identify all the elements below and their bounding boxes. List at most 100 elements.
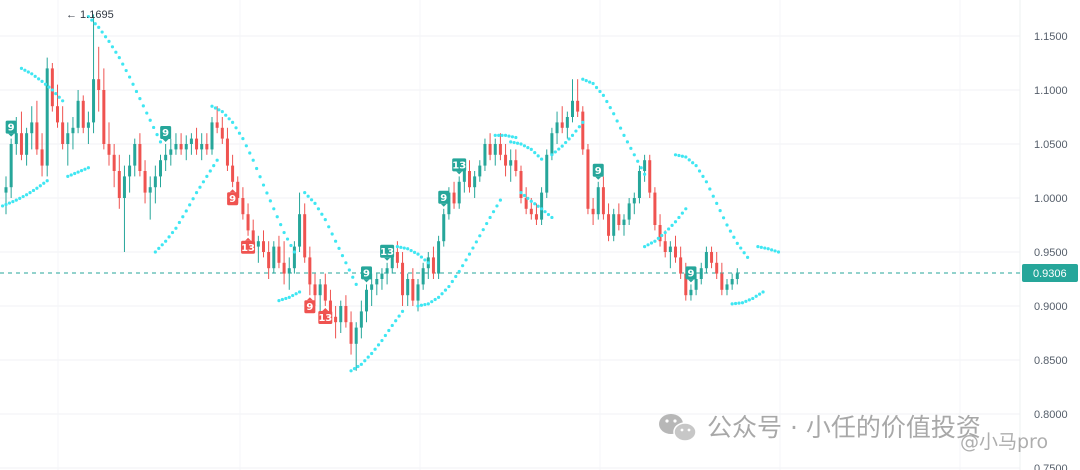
psar-dot (268, 199, 272, 203)
candle (632, 192, 636, 215)
candle-body (483, 144, 487, 166)
psar-dot (363, 359, 367, 363)
psar-dot (234, 126, 238, 130)
psar-dot (739, 246, 743, 250)
candle (596, 181, 600, 220)
candle-body (19, 133, 23, 155)
candle (668, 241, 672, 269)
candle-body (591, 208, 595, 215)
current-price-tag[interactable]: 0.9306 (1022, 263, 1078, 282)
candle (524, 187, 528, 215)
candle (164, 144, 168, 171)
psar-dot (776, 250, 781, 254)
psar-dot (383, 333, 387, 338)
candle (184, 135, 188, 161)
psar-dot (215, 158, 219, 162)
candle (138, 133, 142, 177)
psar-dot (86, 14, 90, 19)
candle (406, 273, 410, 306)
psar-dot (61, 99, 65, 103)
candle (679, 246, 683, 279)
candle-body (498, 144, 502, 155)
candle (720, 262, 724, 296)
watermark: 公众号 · 小任的价值投资 @小马pro (659, 413, 1048, 453)
candle (411, 268, 415, 306)
psar-dot (643, 172, 647, 176)
candle (571, 79, 574, 123)
candle-body (581, 111, 585, 150)
psar-dot (581, 77, 585, 81)
psar-dot (134, 89, 139, 94)
psar-dot (461, 264, 465, 268)
marker-pointer (306, 297, 313, 301)
psar-dot (498, 198, 502, 202)
candle (308, 246, 312, 296)
candle (153, 165, 157, 204)
candle-body (287, 268, 291, 274)
candle (174, 133, 178, 155)
psar-dot (289, 243, 293, 248)
psar-dot (83, 167, 87, 171)
marker-label: 9 (595, 166, 602, 177)
sequential-marker: 9 (5, 120, 17, 137)
candle-body (720, 273, 724, 290)
candle-body (648, 160, 652, 193)
psar-dot (437, 295, 441, 299)
y-tick-label: 0.7500 (1034, 463, 1068, 470)
psar-dot (373, 347, 377, 351)
price-axis[interactable]: 1.1500 1.1000 1.0500 1.0000 0.9500 0.9000 0.85… (1034, 31, 1068, 470)
psar-dot (557, 147, 561, 151)
psar-dot (751, 296, 755, 301)
candle (468, 160, 471, 193)
psar-dot (763, 246, 767, 250)
candle (292, 241, 296, 274)
psar-dot (478, 234, 482, 238)
candle (313, 273, 317, 306)
psar-dot (742, 251, 746, 255)
psar-dot (294, 292, 298, 296)
candle-body (354, 327, 358, 344)
psar-dot (744, 299, 748, 303)
candle (9, 138, 13, 198)
psar-dot (100, 30, 104, 34)
psar-dot (594, 85, 599, 90)
candle-body (359, 311, 363, 328)
candle-body (534, 214, 538, 220)
psar-dot (337, 246, 341, 250)
candle-body (416, 284, 420, 301)
psar-dot (488, 215, 492, 220)
candle-body (596, 187, 600, 215)
marker-pointer (8, 133, 15, 137)
psar-dot (184, 209, 188, 213)
psar-dot (351, 275, 355, 279)
candle (493, 138, 497, 166)
psar-dot (732, 235, 736, 239)
psar-dot (241, 137, 245, 141)
psar-dot (770, 248, 774, 252)
psar-dot (412, 250, 417, 254)
psar-dot (423, 258, 427, 262)
psar-dot (522, 144, 527, 148)
psar-dot (639, 166, 643, 170)
candle-body (725, 284, 729, 290)
candle-body (674, 246, 677, 258)
psar-dot (344, 261, 348, 265)
candle-body (50, 68, 54, 107)
candle-body (292, 246, 296, 269)
candle-body (92, 79, 96, 123)
candle (210, 117, 214, 155)
psar-dot (419, 303, 424, 307)
psar-dot (426, 302, 430, 306)
candle-body (35, 122, 39, 150)
psar-dot (553, 150, 557, 154)
candle (298, 192, 302, 252)
psar-dot (110, 45, 115, 49)
psar-dot (387, 328, 391, 333)
candle-body (81, 100, 85, 128)
psar-dot (231, 120, 235, 124)
psar-dot (560, 144, 564, 148)
candle-body (478, 165, 482, 177)
psar-dot (244, 144, 248, 148)
candle (189, 133, 193, 155)
